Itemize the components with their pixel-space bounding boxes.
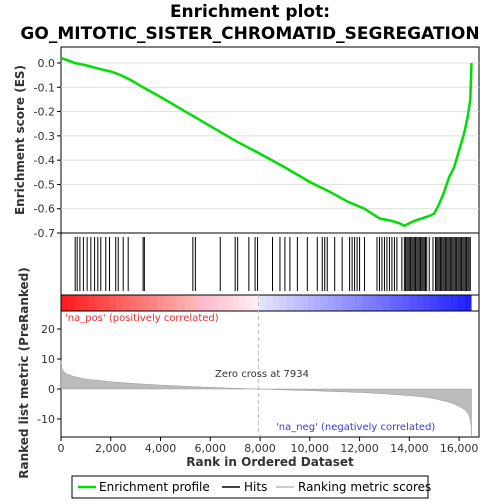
legend-label-metric: Ranking metric scores — [298, 480, 431, 494]
colorbar-segment — [88, 295, 96, 311]
x-tick-label: 12,000 — [340, 442, 379, 455]
metric-tick-label: 0 — [48, 383, 55, 396]
x-tick-label: 0 — [58, 442, 65, 455]
colorbar-segment — [437, 295, 445, 311]
colorbar-segment — [375, 295, 384, 311]
colorbar-segment — [102, 295, 110, 311]
colorbar-segment — [430, 295, 438, 311]
colorbar-segment — [177, 295, 185, 311]
colorbar-segment — [129, 295, 137, 311]
colorbar-segment — [355, 295, 363, 311]
x-tick-label: 10,000 — [291, 442, 330, 455]
colorbar-segment — [218, 295, 226, 311]
es-tick-label: -0.7 — [34, 227, 55, 240]
colorbar-segment — [307, 295, 315, 311]
colorbar-segment — [74, 295, 83, 311]
colorbar-segment — [238, 295, 247, 311]
metric-tick-label: 20 — [41, 323, 55, 336]
es-axis-label: Enrichment score (ES) — [13, 65, 27, 215]
colorbar-segment — [122, 295, 130, 311]
metric-axis-label: Ranked list metric (PreRanked) — [17, 267, 31, 479]
es-panel — [60, 46, 480, 234]
colorbar-segment — [396, 295, 404, 311]
colorbar-segment — [341, 295, 349, 311]
legend-label-es: Enrichment profile — [99, 480, 210, 494]
colorbar-segment — [368, 295, 377, 311]
colorbar-segment — [252, 295, 260, 311]
colorbar-segment — [197, 295, 206, 311]
colorbar-segment — [225, 295, 233, 311]
colorbar-segment — [327, 295, 336, 311]
colorbar-segment — [451, 295, 459, 311]
es-tick-label: -0.6 — [34, 203, 55, 216]
x-tick-label: 14,000 — [390, 442, 429, 455]
x-tick-label: 4,000 — [145, 442, 177, 455]
colorbar-segment — [409, 295, 418, 311]
neg-label: 'na_neg' (negatively correlated) — [276, 422, 435, 433]
es-tick-label: 0.0 — [38, 57, 56, 70]
colorbar-segment — [143, 295, 151, 311]
colorbar-segment — [136, 295, 144, 311]
colorbar-segment — [156, 295, 165, 311]
colorbar-segment — [348, 295, 356, 311]
legend-label-hits: Hits — [244, 480, 267, 494]
colorbar-segment — [95, 295, 103, 311]
x-tick-label: 6,000 — [195, 442, 227, 455]
colorbar-segment — [273, 295, 281, 311]
colorbar-segment — [403, 295, 411, 311]
colorbar-segment — [81, 295, 89, 311]
es-tick-label: -0.2 — [34, 106, 55, 119]
colorbar-segment — [382, 295, 390, 311]
pos-label: 'na_pos' (positively correlated) — [65, 313, 219, 324]
colorbar-segment — [334, 295, 343, 311]
colorbar-segment — [457, 295, 466, 311]
chart-title: Enrichment plot: — [170, 2, 330, 22]
es-line — [60, 56, 473, 228]
colorbar-segment — [61, 295, 69, 311]
colorbar-segment — [191, 295, 199, 311]
colorbar-segment — [362, 295, 370, 311]
es-tick-label: -0.4 — [34, 154, 55, 167]
colorbar-segment — [423, 295, 431, 311]
colorbar-segment — [266, 295, 274, 311]
colorbar-segment — [115, 295, 124, 311]
es-tick-label: -0.5 — [34, 178, 55, 191]
colorbar-segment — [184, 295, 192, 311]
x-tick-label: 2,000 — [95, 442, 127, 455]
colorbar-segment — [321, 295, 329, 311]
colorbar-segment — [204, 295, 213, 311]
legend-box — [71, 475, 429, 499]
colorbar-segment — [245, 295, 254, 311]
colorbar-segment — [170, 295, 178, 311]
colorbar-segment — [444, 295, 452, 311]
metric-tick-label: -10 — [37, 413, 55, 426]
colorbar-segment — [293, 295, 301, 311]
colorbar-segment — [389, 295, 397, 311]
colorbar-segment — [279, 295, 288, 311]
colorbar-segment — [211, 295, 219, 311]
colorbar-segment — [232, 295, 240, 311]
chart-subtitle: GO_MITOTIC_SISTER_CHROMATID_SEGREGATION — [20, 24, 479, 44]
colorbar-segment — [300, 295, 308, 311]
colorbar-segment — [163, 295, 171, 311]
x-tick-label: 16,000 — [440, 442, 479, 455]
colorbar-segment — [259, 295, 267, 311]
colorbar-segment — [314, 295, 322, 311]
metric-tick-label: 10 — [41, 353, 55, 366]
colorbar-segment — [286, 295, 295, 311]
x-tick-label: 8,000 — [244, 442, 276, 455]
zero-cross-label: Zero cross at 7934 — [215, 369, 309, 380]
colorbar-segment — [416, 295, 425, 311]
es-tick-label: -0.3 — [34, 130, 55, 143]
colorbar-segment — [149, 295, 158, 311]
es-tick-label: -0.1 — [34, 81, 55, 94]
colorbar-segment — [108, 295, 117, 311]
x-axis-label: Rank in Ordered Dataset — [186, 455, 354, 469]
metric-area — [60, 360, 472, 436]
colorbar-tail — [471, 295, 479, 311]
colorbar-segment — [67, 295, 76, 311]
colorbar-segment — [464, 295, 473, 311]
